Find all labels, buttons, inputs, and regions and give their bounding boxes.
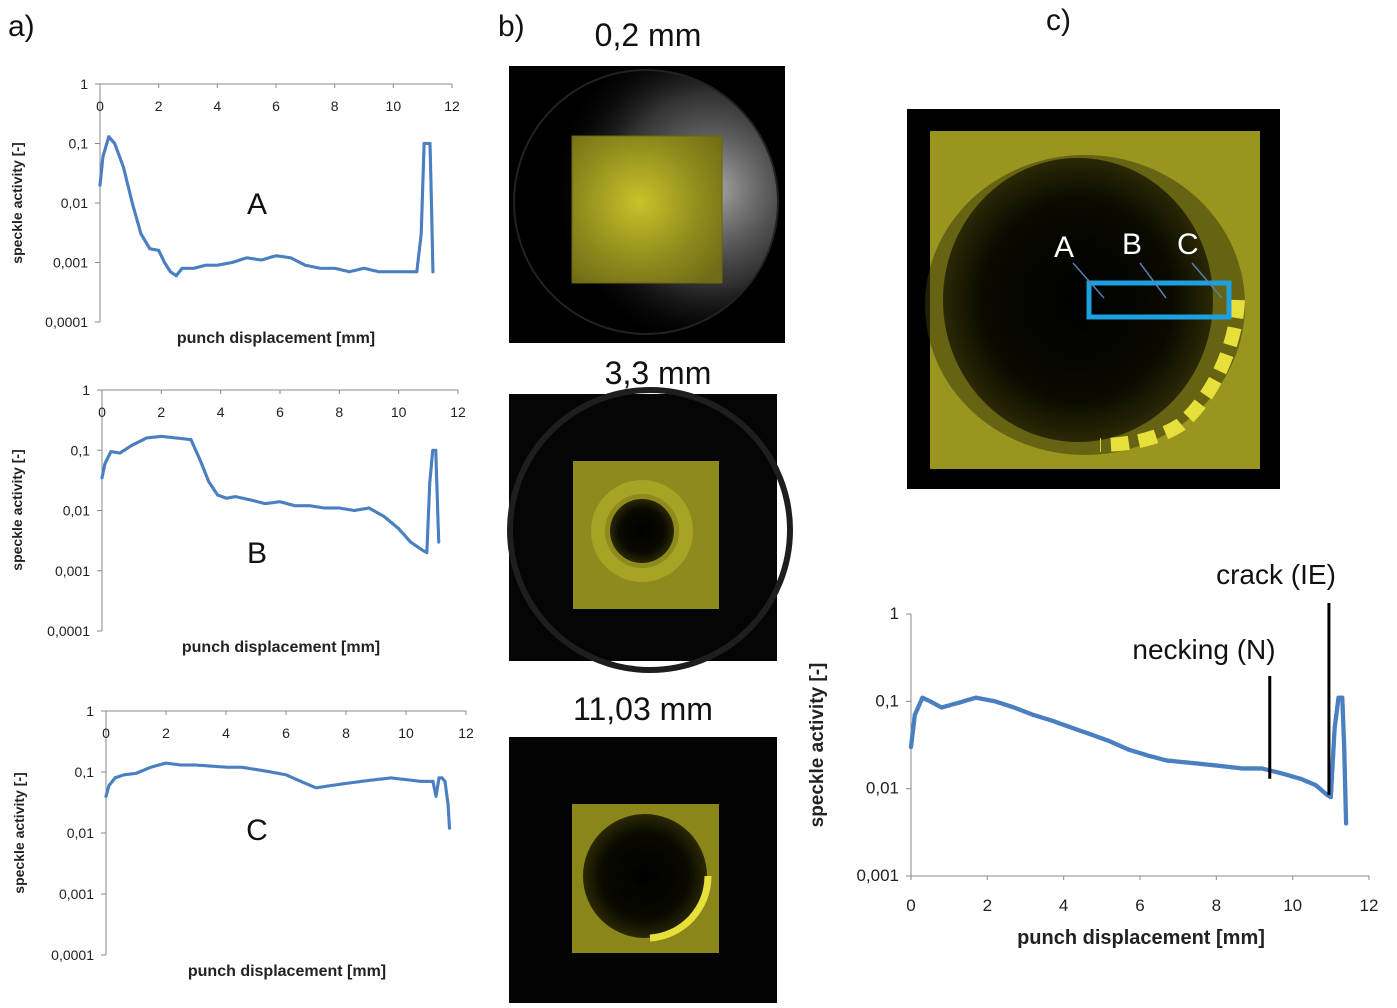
annotation-label: crack (IE) <box>1216 559 1336 590</box>
x-tick-label: 6 <box>282 725 290 741</box>
data-point <box>1343 821 1349 826</box>
x-tick-label: 8 <box>1212 896 1221 915</box>
zoomed-speckle-image <box>907 109 1280 489</box>
curve-annotation: B <box>247 537 267 570</box>
y-tick-label: 0,001 <box>55 563 90 579</box>
y-tick-label: 0,001 <box>53 255 88 271</box>
x-tick-label: 6 <box>1135 896 1144 915</box>
x-tick-label: 0 <box>906 896 915 915</box>
data-point <box>431 270 435 274</box>
series <box>98 135 435 278</box>
x-tick-label: 12 <box>1360 896 1379 915</box>
y-axis-label: speckle activity [-] <box>9 142 25 263</box>
y-tick-label: 0,01 <box>61 195 88 211</box>
y-tick-label: 0,001 <box>59 886 94 902</box>
speckle-image-2 <box>507 387 793 673</box>
x-tick-label: 6 <box>272 98 280 114</box>
y-tick-label: 0,1 <box>69 136 89 152</box>
roi-label-a: A <box>1054 231 1074 264</box>
x-tick-label: 12 <box>444 98 460 114</box>
roi-rectangle <box>1086 280 1232 320</box>
x-tick-label: 10 <box>398 725 414 741</box>
image-title-1: 0,2 mm <box>595 17 702 53</box>
x-tick-label: 2 <box>157 404 165 420</box>
y-tick-label: 0,0001 <box>47 623 90 639</box>
x-tick-label: 6 <box>276 404 284 420</box>
y-axis-label: speckle activity [-] <box>807 663 828 828</box>
x-tick-label: 12 <box>450 404 466 420</box>
curve-annotation: C <box>246 814 268 847</box>
data-point <box>437 540 441 544</box>
x-tick-label: 4 <box>1059 896 1068 915</box>
x-tick-label: 2 <box>155 98 163 114</box>
x-tick-label: 8 <box>342 725 350 741</box>
series <box>104 761 452 830</box>
y-tick-label: 0,01 <box>67 825 94 841</box>
panel-label-b: b) <box>498 10 525 43</box>
y-tick-label: 0,001 <box>856 866 899 885</box>
y-tick-label: 0,0001 <box>51 947 94 963</box>
annotation-label: necking (N) <box>1132 634 1275 665</box>
chart-c-main: 1 0,1 0,01 0,001 0 2 4 6 8 10 12 speckle activity [… <box>807 559 1378 949</box>
x-tick-label: 4 <box>217 404 225 420</box>
panel-label-a: a) <box>8 10 35 43</box>
x-tick-label: 4 <box>213 98 221 114</box>
chart-b: 1 0,1 0,01 0,001 0,0001 0 2 4 6 8 10 12 speckle acti… <box>9 382 466 656</box>
x-tick-label: 0 <box>98 404 106 420</box>
x-axis-label: punch displacement [mm] <box>182 639 380 656</box>
y-tick-label: 0,1 <box>75 764 95 780</box>
image-title-3: 11,03 mm <box>573 691 713 727</box>
x-tick-label: 2 <box>162 725 170 741</box>
y-tick-label: 0,1 <box>875 691 899 710</box>
x-tick-label: 10 <box>386 98 402 114</box>
y-tick-label: 1 <box>82 382 90 398</box>
x-tick-label: 10 <box>391 404 407 420</box>
series <box>908 695 1349 826</box>
x-axis-label: punch displacement [mm] <box>188 963 386 980</box>
curve-annotation: A <box>247 188 267 221</box>
x-axis-label: punch displacement [mm] <box>1017 927 1265 949</box>
y-tick-label: 0,1 <box>71 442 91 458</box>
y-tick-label: 1 <box>890 604 899 623</box>
x-axis-label: punch displacement [mm] <box>177 330 375 347</box>
roi-label-b: B <box>1122 228 1142 261</box>
x-tick-label: 4 <box>222 725 230 741</box>
x-tick-label: 2 <box>983 896 992 915</box>
y-tick-label: 0,01 <box>63 503 90 519</box>
y-tick-label: 1 <box>80 76 88 92</box>
image-title-2: 3,3 mm <box>605 355 712 391</box>
x-tick-label: 12 <box>458 725 474 741</box>
x-tick-label: 0 <box>96 98 104 114</box>
chart-c: 1 0,1 0,01 0,001 0,0001 0 2 4 6 8 10 12 speckle acti… <box>11 703 474 980</box>
speckle-image-3 <box>509 737 777 1003</box>
x-tick-label: 8 <box>335 404 343 420</box>
speckle-image-1 <box>509 66 785 343</box>
series <box>100 434 441 555</box>
chart-a: 1 0,1 0,01 0,001 0,0001 0 2 4 6 8 10 12 speckle acti… <box>9 76 460 347</box>
panel-label-c: c) <box>1046 4 1071 37</box>
y-tick-label: 0,01 <box>866 779 899 798</box>
x-tick-label: 10 <box>1283 896 1302 915</box>
x-tick-label: 8 <box>331 98 339 114</box>
y-axis-label: speckle activity [-] <box>9 449 25 570</box>
x-tick-label: 0 <box>102 725 110 741</box>
y-tick-label: 0,0001 <box>45 314 88 330</box>
y-tick-label: 1 <box>86 703 94 719</box>
y-axis-label: speckle activity [-] <box>11 772 27 893</box>
data-point <box>447 826 452 830</box>
roi-label-c: C <box>1177 228 1199 261</box>
